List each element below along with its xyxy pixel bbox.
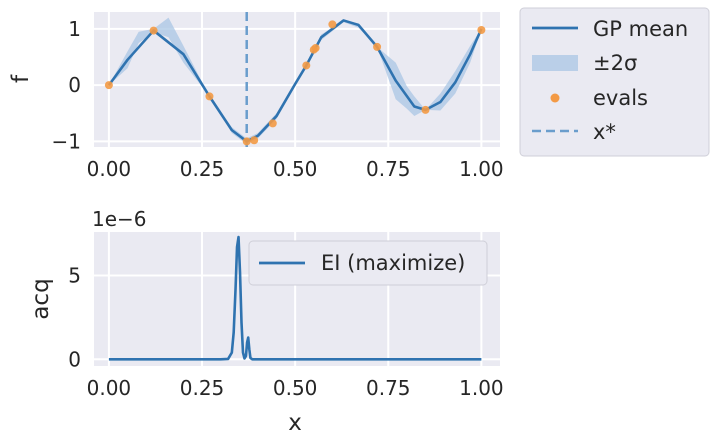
acq-panel: 0.00 0.25 0.50 0.75 1.00 05 1e−6 acq x EI (m…	[28, 207, 504, 436]
gp-legend: GP mean ±2σ evals x*	[519, 7, 710, 157]
gp-x-ticks: 0.00 0.25 0.50 0.75 1.00	[87, 157, 504, 181]
eval-point	[328, 20, 337, 29]
legend-band-swatch	[532, 55, 578, 71]
eval-point	[302, 61, 311, 70]
acq-x-ticks: 0.00 0.25 0.50 0.75 1.00	[87, 376, 504, 400]
gp-y-tick-label: 1	[68, 17, 81, 41]
acq-scale-label: 1e−6	[92, 207, 147, 231]
gp-panel: 0.00 0.25 0.50 0.75 1.00 −1 0 1 f	[8, 12, 504, 181]
gp-x-tick-label: 0.50	[273, 157, 318, 181]
gp-y-ticks: −1 0 1	[52, 17, 81, 154]
acq-x-tick-label: 0.00	[87, 376, 132, 400]
acq-x-tick-label: 1.00	[459, 376, 504, 400]
eval-point	[250, 136, 259, 145]
gp-x-tick-label: 1.00	[459, 157, 504, 181]
eval-point	[477, 26, 486, 34]
acq-x-tick-label: 0.25	[180, 376, 225, 400]
gp-x-tick-label: 0.75	[366, 157, 411, 181]
gp-x-tick-label: 0.25	[180, 157, 225, 181]
eval-point	[268, 119, 277, 128]
legend-evals-swatch	[550, 93, 560, 103]
gp-uncertainty-band	[108, 17, 482, 145]
gp-y-tick-label: 0	[68, 73, 81, 97]
legend-gp-mean-label: GP mean	[593, 17, 688, 41]
eval-point	[104, 81, 113, 90]
eval-point	[373, 42, 382, 51]
acq-y-axis-label: acq	[28, 278, 54, 319]
eval-point	[149, 26, 158, 35]
acq-x-axis-label: x	[288, 410, 302, 436]
gp-x-tick-label: 0.00	[87, 157, 132, 181]
acq-y-tick-label: 0	[68, 347, 81, 371]
eval-point	[421, 105, 430, 114]
legend-xstar-label: x*	[593, 120, 616, 144]
gp-y-axis-label: f	[8, 74, 34, 83]
acq-legend-box	[248, 240, 488, 286]
eval-points	[104, 20, 486, 146]
eval-point	[311, 44, 320, 52]
acq-x-tick-label: 0.50	[273, 376, 318, 400]
eval-point	[242, 137, 251, 146]
eval-point	[205, 92, 214, 101]
legend-ei-label: EI (maximize)	[321, 251, 465, 275]
ei-line	[108, 235, 482, 361]
gp-y-tick-label: −1	[52, 129, 81, 153]
acq-legend: EI (maximize)	[248, 240, 488, 286]
acq-y-tick-label: 5	[68, 264, 81, 288]
legend-evals-label: evals	[593, 86, 648, 110]
legend-band-label: ±2σ	[593, 51, 637, 75]
acq-x-tick-label: 0.75	[366, 376, 411, 400]
gp-legend-box	[519, 7, 710, 157]
acq-y-ticks: 05	[68, 264, 81, 372]
